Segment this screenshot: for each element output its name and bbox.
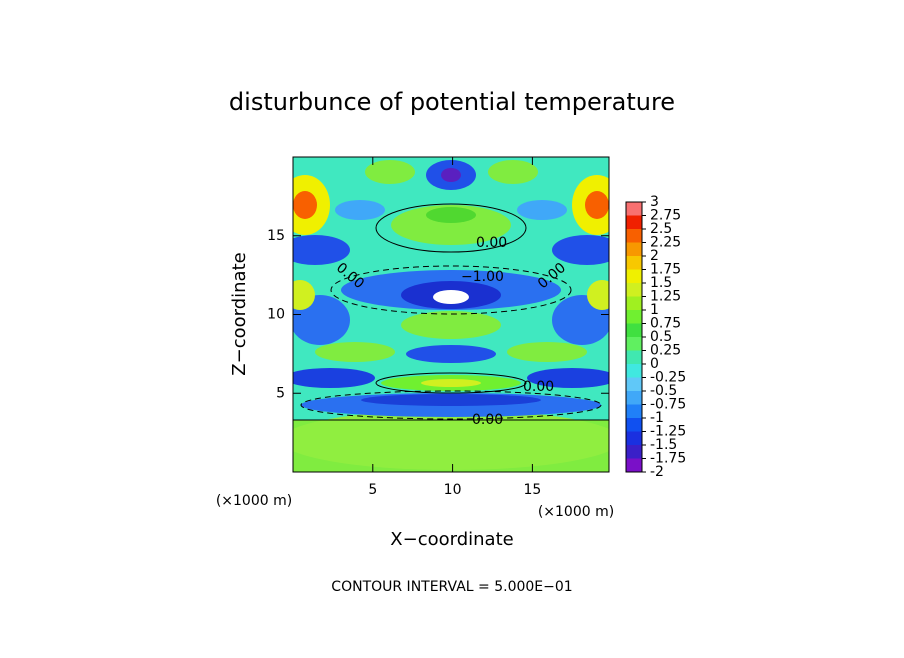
y-axis-label: Z−coordinate [229, 252, 250, 375]
colorbar-band [626, 310, 642, 324]
colorbar-band [626, 296, 642, 310]
colorbar-band [626, 337, 642, 351]
colorbar-band [626, 202, 642, 216]
colorbar-tick-label: 2.75 [650, 208, 681, 224]
y-tick-label: 10 [267, 307, 285, 323]
x-tick-label: 15 [523, 482, 541, 498]
footer: CONTOUR INTERVAL = 5.000E−01 [331, 579, 572, 595]
colorbar-band [626, 431, 642, 445]
colorbar-tick-label: -2 [650, 464, 664, 480]
colorbar-band [626, 256, 642, 270]
colorbar-band [626, 377, 642, 391]
colorbar-band [626, 350, 642, 364]
contour-label: −1.00 [461, 269, 504, 285]
colorbar-tick-label: 1.25 [650, 289, 681, 305]
colorbar-tick-label: 1.5 [650, 275, 672, 291]
x-unit-label: (×1000 m) [538, 504, 614, 520]
colorbar-band [626, 229, 642, 243]
contour-label: 0.00 [523, 379, 554, 395]
colorbar-tick-label: -1.5 [650, 437, 677, 453]
y-tick-label: 5 [276, 385, 285, 401]
colorbar-band [626, 404, 642, 418]
contour-label: 0.00 [476, 235, 507, 251]
colorbar-tick-label: 0.5 [650, 329, 672, 345]
y-tick-label: 15 [267, 228, 285, 244]
colorbar-tick-label: 0 [650, 356, 659, 372]
colorbar-tick-label: -1.75 [650, 451, 686, 467]
x-unit-label: (×1000 m) [216, 493, 292, 509]
colorbar-band [626, 458, 642, 472]
contour-label: 0.00 [472, 412, 503, 428]
colorbar-tick-label: 0.25 [650, 343, 681, 359]
x-tick-label: 10 [444, 482, 462, 498]
x-axis-label: X−coordinate [390, 529, 513, 550]
colorbar-tick-label: 3 [650, 194, 659, 210]
colorbar-tick-label: -1 [650, 410, 664, 426]
chart-title: disturbunce of potential temperature [229, 88, 675, 116]
colorbar-band [626, 364, 642, 378]
colorbar-tick-label: 2.25 [650, 235, 681, 251]
colorbar-band [626, 323, 642, 337]
colorbar-tick-label: -0.5 [650, 383, 677, 399]
colorbar-tick-label: 1.75 [650, 262, 681, 278]
colorbar-band [626, 215, 642, 229]
colorbar-band [626, 242, 642, 256]
colorbar-tick-label: 0.75 [650, 316, 681, 332]
colorbar-band [626, 269, 642, 283]
colorbar-tick-label: 2.5 [650, 221, 672, 237]
colorbar-band [626, 418, 642, 432]
colorbar-band [626, 391, 642, 405]
colorbar-tick-label: 2 [650, 248, 659, 264]
colorbar-tick-label: -0.75 [650, 397, 686, 413]
colorbar-band [626, 283, 642, 297]
x-tick-label: 5 [368, 482, 377, 498]
colorbar-tick-label: 1 [650, 302, 659, 318]
contour-field [293, 157, 609, 472]
colorbar-band [626, 445, 642, 459]
colorbar-tick-label: -0.25 [650, 370, 686, 386]
colorbar-tick-label: -1.25 [650, 424, 686, 440]
